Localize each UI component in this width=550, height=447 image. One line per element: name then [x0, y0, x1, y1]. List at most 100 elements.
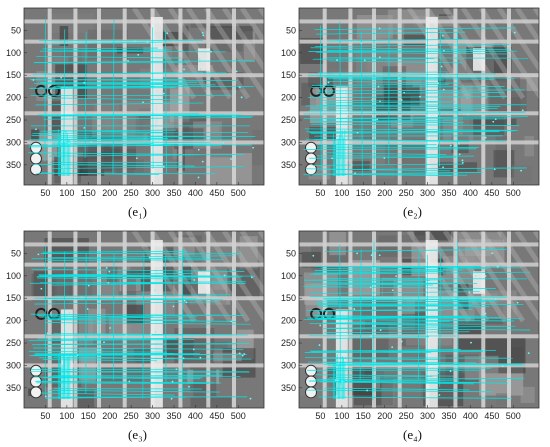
- match-line: [28, 350, 167, 353]
- match-point: [201, 31, 204, 34]
- match-point: [162, 165, 165, 168]
- photo-beam: [24, 73, 264, 78]
- match-line: [439, 29, 441, 167]
- match-point: [105, 266, 108, 269]
- match-line: [309, 291, 480, 294]
- match-point: [142, 101, 144, 104]
- x-tick-label: 450: [484, 411, 499, 421]
- photo-disc: [305, 141, 317, 154]
- match-point: [327, 81, 330, 84]
- y-tick-label: 50: [11, 25, 21, 35]
- match-point: [199, 356, 202, 359]
- match-point: [240, 96, 243, 99]
- match-point: [172, 305, 175, 308]
- match-line: [53, 136, 256, 138]
- photo-patch: [381, 379, 395, 408]
- match-point: [193, 279, 196, 281]
- match-point: [400, 99, 403, 101]
- match-point: [188, 385, 190, 388]
- photo-patch: [201, 341, 228, 350]
- match-point: [192, 348, 195, 351]
- photo-beam: [507, 8, 511, 185]
- match-point: [520, 169, 523, 172]
- match-line: [46, 41, 163, 45]
- match-line: [319, 315, 501, 319]
- match-point: [249, 397, 252, 400]
- match-line: [324, 387, 470, 391]
- photo-area: [299, 8, 539, 185]
- photo-beam: [372, 231, 376, 408]
- photo-area: [24, 231, 264, 408]
- match-point: [234, 91, 236, 94]
- photo-beam: [24, 363, 264, 368]
- match-line: [318, 89, 525, 92]
- match-line: [35, 380, 215, 384]
- match-point: [312, 254, 315, 257]
- photo-patch: [443, 118, 474, 141]
- match-line: [325, 80, 460, 84]
- match-line: [315, 51, 510, 55]
- match-point: [128, 380, 131, 383]
- match-line: [53, 356, 202, 360]
- match-point: [496, 265, 499, 268]
- match-line: [317, 71, 449, 74]
- match-line: [317, 380, 508, 384]
- x-tick-label: 300: [420, 411, 435, 421]
- x-tick-label: 350: [166, 411, 181, 421]
- x-tick-label: 150: [356, 188, 371, 198]
- photo-beam: [299, 73, 539, 78]
- photo-beam: [507, 231, 511, 408]
- x-tick-label: 150: [81, 411, 96, 421]
- match-point: [484, 136, 487, 139]
- match-point: [75, 154, 78, 157]
- x-tick-label: 350: [441, 411, 456, 421]
- match-line: [339, 244, 341, 386]
- photo-beam: [73, 8, 78, 185]
- match-point: [201, 160, 204, 163]
- photo-patch: [524, 135, 534, 157]
- match-line: [33, 376, 203, 379]
- match-plot-e1: 50 100 150 200 250 300 350 50 100 150 200 250 300 350…: [6, 7, 265, 198]
- match-point: [170, 397, 173, 400]
- match-line: [317, 75, 516, 79]
- x-tick-label: 250: [124, 411, 139, 421]
- photo-beam: [24, 242, 264, 247]
- match-point: [376, 118, 379, 121]
- match-point: [350, 38, 353, 40]
- match-point: [363, 59, 366, 62]
- photo-patch: [384, 85, 420, 107]
- match-line: [439, 252, 441, 387]
- y-tick-label: 100: [6, 271, 21, 281]
- match-line: [323, 363, 525, 366]
- match-line: [29, 281, 246, 284]
- match-line: [50, 374, 223, 378]
- photo-beam: [232, 8, 236, 185]
- photo-beam: [97, 8, 101, 185]
- photo-patch: [493, 150, 515, 178]
- match-point: [86, 308, 89, 310]
- match-point: [243, 353, 246, 355]
- y-tick-label: 250: [6, 115, 21, 125]
- photo-beam: [24, 334, 264, 339]
- match-line: [308, 110, 477, 112]
- photo-beam: [178, 8, 183, 185]
- match-point: [183, 299, 186, 302]
- match-point: [527, 352, 530, 355]
- match-point: [179, 131, 182, 134]
- axes-frame: [23, 230, 265, 409]
- x-tick-label: 100: [59, 188, 74, 198]
- photo-patch: [207, 25, 253, 43]
- match-point: [353, 308, 356, 310]
- match-point: [461, 161, 464, 164]
- match-line: [40, 49, 169, 52]
- match-line: [39, 275, 243, 278]
- match-point: [383, 157, 386, 159]
- match-line: [51, 283, 163, 286]
- photo-beam: [47, 8, 52, 185]
- x-tick-label: 500: [506, 411, 521, 421]
- match-point: [40, 287, 43, 290]
- match-line: [417, 251, 420, 380]
- match-point: [97, 51, 100, 53]
- match-point: [400, 340, 403, 343]
- panel-caption-e2: (e₂): [403, 204, 422, 219]
